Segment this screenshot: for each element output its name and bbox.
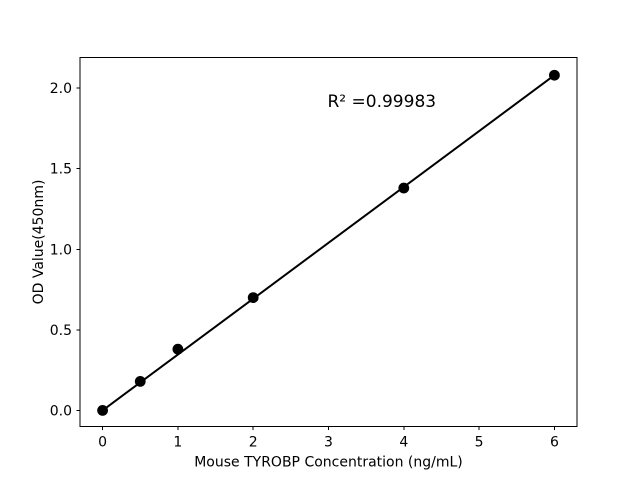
- data-point: [134, 375, 146, 387]
- x-tick-label: 4: [399, 435, 408, 451]
- x-tick-label: 2: [249, 435, 258, 451]
- x-tick-label: 5: [475, 435, 484, 451]
- x-tick-label: 3: [324, 435, 333, 451]
- x-tick-label: 6: [550, 435, 559, 451]
- data-point: [549, 69, 560, 81]
- x-tick-label: 1: [173, 435, 182, 451]
- y-tick-label: 2.0: [50, 81, 72, 97]
- y-tick-label: 0.5: [50, 323, 72, 339]
- data-point: [172, 343, 184, 355]
- r-squared-annotation: R² =0.99983: [328, 92, 437, 112]
- data-point: [247, 292, 259, 303]
- fit-line: [101, 74, 556, 412]
- y-tick-label: 1.5: [50, 162, 72, 178]
- y-tick-label: 1.0: [50, 242, 72, 258]
- axes: 0 1 2 3 4 5 6 0.0 0.5 1.0 1.5 2.0: [50, 57, 578, 451]
- x-tick-label: 0: [98, 435, 107, 451]
- y-tick-label: 0.0: [50, 403, 72, 419]
- x-axis-label: Mouse TYROBP Concentration (ng/mL): [194, 455, 463, 471]
- data-series: [97, 69, 560, 416]
- y-axis-label: OD Value(450nm): [31, 180, 47, 305]
- data-point: [398, 182, 410, 194]
- data-point: [97, 404, 108, 416]
